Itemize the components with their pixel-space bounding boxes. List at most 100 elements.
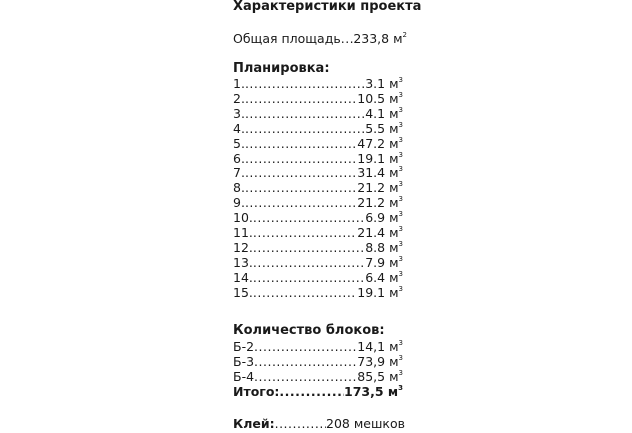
item-unit-exp: 3 [398, 105, 403, 114]
item-label: 10. [233, 210, 253, 226]
leader-dots [254, 339, 357, 354]
item-number: 8.8 м [365, 239, 399, 255]
item-label: 7. [233, 165, 245, 181]
item-number: 47.2 м [357, 135, 399, 151]
list-item: 15. 19.1 м3 [233, 285, 403, 300]
item-unit-exp: 3 [398, 284, 403, 293]
list-item: 13. 7.9 м3 [233, 255, 403, 270]
glue-value: 208 мешков [326, 416, 405, 431]
list-item: 1. 3.1 м3 [233, 76, 403, 91]
list-item: 6. 19.1 м3 [233, 151, 403, 166]
item-unit-exp: 3 [398, 354, 403, 363]
item-label: Б-2 [233, 339, 255, 354]
item-value: 4.1 м3 [365, 106, 403, 121]
total-label: Итого: [233, 384, 280, 399]
item-value: 10.5 м3 [357, 91, 403, 106]
item-unit-exp: 3 [398, 210, 403, 219]
total-value: 173,5 м3 [344, 384, 403, 399]
item-value: 5.5 м3 [365, 121, 403, 136]
leader-dots [254, 354, 357, 369]
item-number: 14,1 м [357, 339, 399, 354]
list-item: 5. 47.2 м3 [233, 136, 403, 151]
area-value: 233,8 м2 [353, 31, 407, 46]
item-label: 14. [233, 269, 253, 285]
item-label: 12. [233, 239, 253, 255]
list-item: 8. 21.2 м3 [233, 180, 403, 195]
item-number: 6.4 м [365, 269, 399, 285]
leader-dots [253, 210, 365, 225]
leader-dots [245, 165, 357, 180]
item-value: 21.2 м3 [357, 180, 403, 195]
leader-dots [253, 225, 357, 240]
item-number: 85,5 м [357, 369, 399, 385]
item-value: 14,1 м3 [357, 339, 403, 354]
item-value: 31.4 м3 [357, 165, 403, 180]
list-item: 2. 10.5 м3 [233, 91, 403, 106]
item-label: 5. [233, 135, 245, 151]
item-number: 5.5 м [365, 120, 399, 136]
leader-dots [253, 270, 365, 285]
item-label: Б-3 [233, 354, 255, 370]
area-unit-exp: 2 [402, 31, 407, 39]
leader-dots [245, 151, 357, 166]
item-number: 21.4 м [357, 225, 399, 240]
item-number: 4.1 м [365, 105, 399, 121]
item-unit-exp: 3 [398, 165, 403, 174]
item-unit-exp: 3 [398, 225, 403, 233]
list-item: 4. 5.5 м3 [233, 121, 403, 136]
leader-dots [245, 195, 357, 210]
item-unit-exp: 3 [398, 339, 403, 347]
item-unit-exp: 3 [398, 180, 403, 189]
leader-dots [254, 369, 357, 384]
item-unit-exp: 3 [398, 150, 403, 159]
item-label: 2. [233, 90, 245, 106]
item-number: 7.9 м [365, 254, 399, 270]
item-value: 3.1 м3 [365, 76, 403, 91]
leader-dots [245, 180, 357, 195]
item-unit-exp: 3 [398, 195, 403, 204]
total-row: Итого: 173,5 м3 [233, 384, 403, 399]
item-label: 8. [233, 180, 245, 196]
item-number: 21.2 м [357, 195, 399, 211]
item-number: 19.1 м [357, 284, 399, 300]
item-number: 31.4 м [357, 165, 399, 181]
item-value: 21.2 м3 [357, 195, 403, 210]
leader-dots [341, 31, 354, 46]
item-label: 13. [233, 254, 253, 270]
area-number: 233,8 м [353, 31, 403, 46]
page-title: Характеристики проекта [233, 0, 422, 14]
item-number: 3.1 м [365, 76, 399, 91]
glue-label: Клей: [233, 416, 275, 431]
item-number: 19.1 м [357, 150, 399, 166]
item-unit-exp: 3 [398, 90, 403, 99]
leader-dots [279, 384, 344, 399]
item-label: 4. [233, 120, 245, 136]
item-number: 6.9 м [365, 210, 399, 226]
item-value: 19.1 м3 [357, 285, 403, 300]
leader-dots [275, 416, 326, 431]
item-value: 8.8 м3 [365, 240, 403, 255]
item-value: 6.9 м3 [365, 210, 403, 225]
item-value: 21.4 м3 [357, 225, 403, 240]
leader-dots [245, 91, 357, 106]
leader-dots [245, 136, 357, 151]
total-area-row: Общая площадь 233,8 м2 [233, 31, 407, 46]
item-unit-exp: 3 [398, 269, 403, 278]
leader-dots [253, 285, 357, 300]
list-item: 10. 6.9 м3 [233, 210, 403, 225]
item-value: 7.9 м3 [365, 255, 403, 270]
item-value: 19.1 м3 [357, 151, 403, 166]
list-item: 12. 8.8 м3 [233, 240, 403, 255]
item-label: 15. [233, 284, 253, 300]
glue-row: Клей: 208 мешков [233, 416, 405, 431]
list-item: Б-4 85,5 м3 [233, 369, 403, 384]
list-item: 9. 21.2 м3 [233, 195, 403, 210]
item-label: 3. [233, 105, 245, 121]
item-number: 21.2 м [357, 180, 399, 196]
item-number: 10.5 м [357, 90, 399, 106]
item-label: 9. [233, 195, 245, 211]
list-item: 7. 31.4 м3 [233, 165, 403, 180]
item-value: 47.2 м3 [357, 136, 403, 151]
item-label: 11. [233, 225, 253, 240]
list-item: Б-2 14,1 м3 [233, 339, 403, 354]
